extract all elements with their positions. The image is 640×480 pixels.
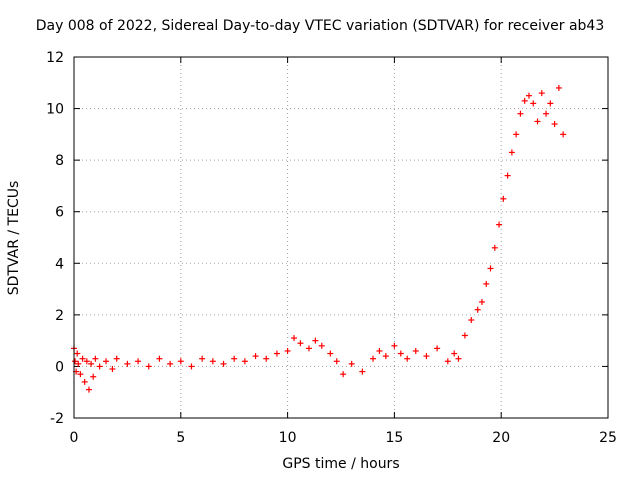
data-point bbox=[423, 353, 430, 360]
data-point bbox=[340, 371, 347, 378]
y-tick-label: 12 bbox=[46, 50, 64, 66]
data-point bbox=[145, 363, 152, 370]
data-point bbox=[543, 110, 550, 117]
data-point bbox=[252, 353, 259, 360]
data-point bbox=[370, 355, 377, 362]
data-point bbox=[156, 355, 163, 362]
data-point bbox=[318, 342, 325, 349]
data-point bbox=[124, 360, 131, 367]
data-point bbox=[83, 358, 90, 365]
y-tick-label: 8 bbox=[55, 153, 64, 169]
y-axis-label: SDTVAR / TECUs bbox=[6, 180, 22, 296]
data-point bbox=[333, 358, 340, 365]
data-point bbox=[231, 355, 238, 362]
data-point bbox=[551, 121, 558, 128]
data-point bbox=[297, 340, 304, 347]
plot-frame bbox=[73, 56, 609, 419]
data-point bbox=[209, 358, 216, 365]
data-point bbox=[72, 358, 79, 365]
data-point bbox=[455, 355, 462, 362]
chart-title: Day 008 of 2022, Sidereal Day-to-day VTE… bbox=[35, 18, 605, 34]
x-tick-label: 15 bbox=[385, 430, 403, 446]
data-point bbox=[291, 335, 298, 342]
data-point bbox=[359, 368, 366, 375]
data-point bbox=[521, 97, 528, 104]
data-point bbox=[412, 347, 419, 354]
x-tick-label: 20 bbox=[492, 430, 510, 446]
data-point bbox=[241, 358, 248, 365]
data-point bbox=[85, 386, 92, 393]
x-tick-label: 0 bbox=[70, 430, 79, 446]
data-point bbox=[547, 100, 554, 107]
data-point bbox=[90, 373, 97, 380]
y-tick-label: 0 bbox=[55, 359, 64, 375]
tick-label-layer: 0 5 10 15 20 25 -2 0 2 4 6 8 10 12 bbox=[46, 50, 617, 446]
data-point bbox=[220, 360, 227, 367]
data-point bbox=[199, 355, 206, 362]
data-point bbox=[397, 350, 404, 357]
data-point bbox=[81, 378, 88, 385]
data-point bbox=[74, 350, 81, 357]
data-point bbox=[263, 355, 270, 362]
x-axis-label: GPS time / hours bbox=[282, 456, 400, 472]
y-tick-label: 6 bbox=[55, 205, 64, 221]
data-point bbox=[382, 353, 389, 360]
data-point bbox=[504, 172, 511, 179]
data-point bbox=[109, 366, 116, 373]
x-tick-label: 5 bbox=[176, 430, 185, 446]
data-point bbox=[487, 265, 494, 272]
data-point bbox=[434, 345, 441, 352]
data-point bbox=[177, 358, 184, 365]
tick-layer bbox=[73, 56, 609, 419]
data-point bbox=[451, 350, 458, 357]
data-point bbox=[135, 358, 142, 365]
data-point bbox=[461, 332, 468, 339]
data-point bbox=[312, 337, 319, 344]
data-point bbox=[77, 371, 84, 378]
data-point bbox=[513, 131, 520, 138]
y-tick-label: 4 bbox=[55, 256, 64, 272]
data-point bbox=[391, 342, 398, 349]
data-point bbox=[88, 360, 95, 367]
data-point bbox=[167, 360, 174, 367]
data-point bbox=[348, 360, 355, 367]
data-point bbox=[468, 317, 475, 324]
x-tick-label: 10 bbox=[279, 430, 297, 446]
data-point bbox=[188, 363, 195, 370]
y-tick-label: -2 bbox=[50, 411, 64, 427]
data-point bbox=[444, 358, 451, 365]
data-point bbox=[103, 358, 110, 365]
data-point bbox=[483, 280, 490, 287]
data-point bbox=[500, 195, 507, 202]
data-point bbox=[92, 355, 99, 362]
data-point bbox=[538, 90, 545, 97]
data-point bbox=[491, 244, 498, 251]
y-tick-label: 2 bbox=[55, 308, 64, 324]
data-point bbox=[75, 360, 82, 367]
data-point bbox=[478, 298, 485, 305]
data-point bbox=[525, 92, 532, 99]
data-point bbox=[113, 355, 120, 362]
data-point bbox=[534, 118, 541, 125]
y-tick-label: 10 bbox=[46, 102, 64, 118]
data-point bbox=[79, 355, 86, 362]
data-point bbox=[496, 221, 503, 228]
grid-layer bbox=[74, 57, 608, 418]
data-point bbox=[555, 84, 562, 91]
data-point bbox=[327, 350, 334, 357]
data-point bbox=[305, 345, 312, 352]
data-point bbox=[530, 100, 537, 107]
x-tick-label: 25 bbox=[599, 430, 617, 446]
data-point bbox=[96, 363, 103, 370]
data-point bbox=[273, 350, 280, 357]
data-point bbox=[376, 347, 383, 354]
data-point bbox=[284, 347, 291, 354]
data-point bbox=[508, 149, 515, 156]
data-point bbox=[517, 110, 524, 117]
data-point-layer bbox=[71, 84, 567, 393]
data-point bbox=[404, 355, 411, 362]
data-point bbox=[560, 131, 567, 138]
data-point bbox=[474, 306, 481, 313]
